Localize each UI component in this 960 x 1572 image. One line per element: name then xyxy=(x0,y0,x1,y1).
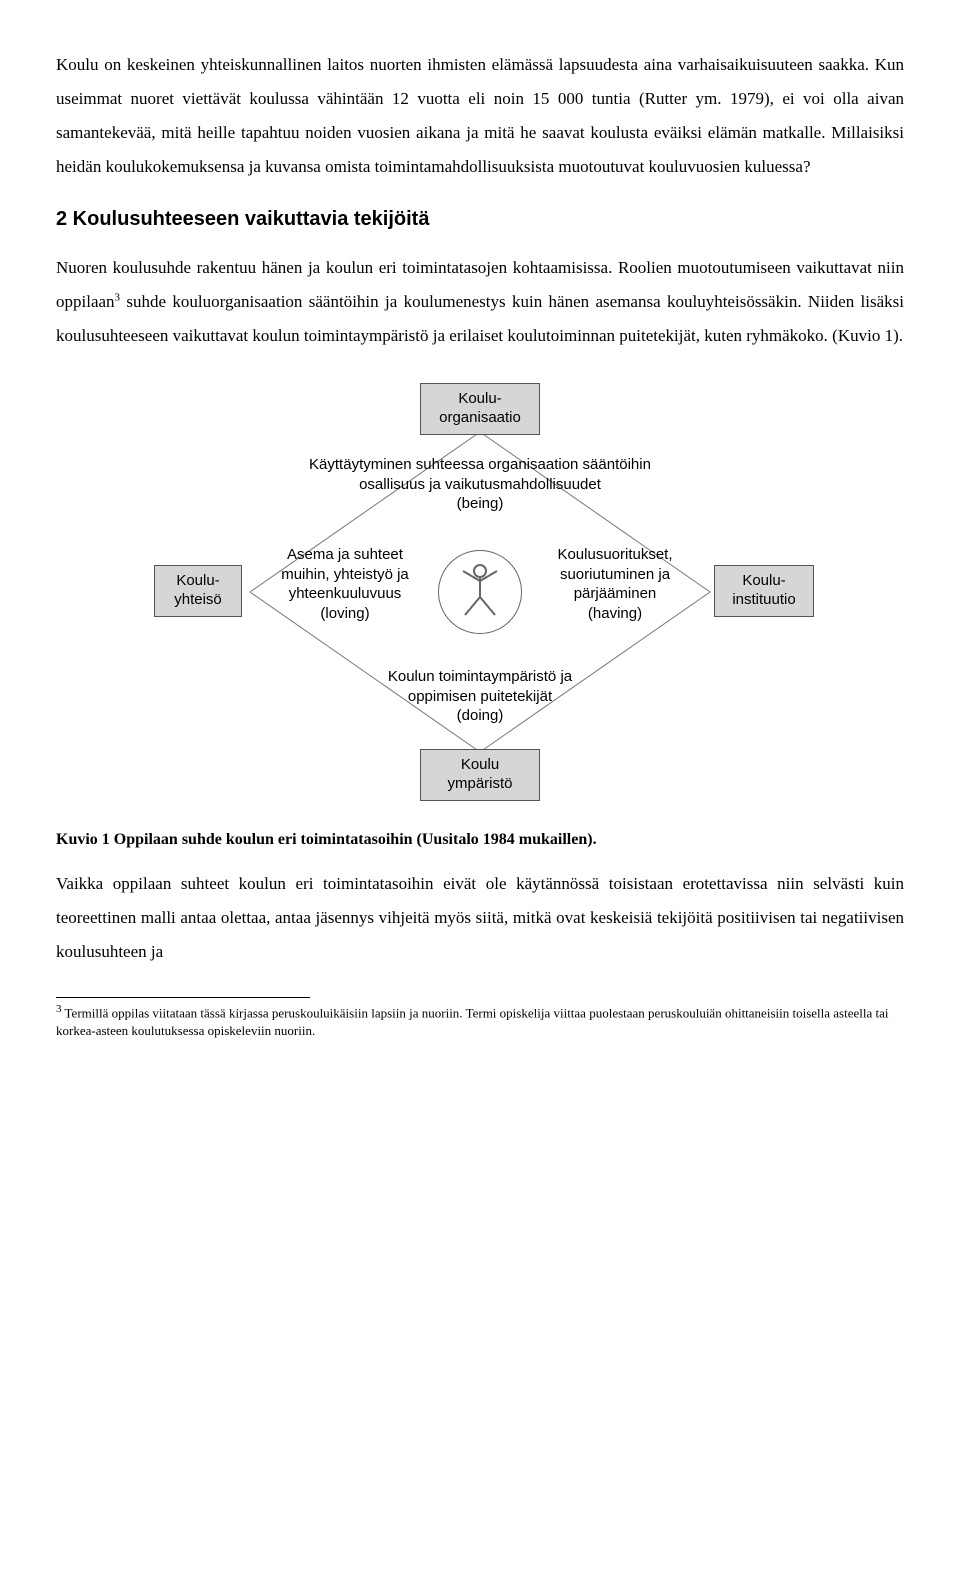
label-left: Asema ja suhteet muihin, yhteistyö ja yh… xyxy=(260,545,430,623)
person-icon xyxy=(455,561,505,627)
figure-caption: Kuvio 1 Oppilaan suhde koulun eri toimin… xyxy=(56,831,904,849)
box-left-text: Koulu- yhteisö xyxy=(174,572,222,608)
label-right-text: Koulusuoritukset, suoriutuminen ja pärjä… xyxy=(557,546,672,622)
box-top: Koulu- organisaatio xyxy=(420,383,540,435)
label-right: Koulusuoritukset, suoriutuminen ja pärjä… xyxy=(530,545,700,623)
label-bottom: Koulun toimintaympäristö ja oppimisen pu… xyxy=(360,667,600,726)
paragraph-2b: suhde kouluorganisaation sääntöihin ja k… xyxy=(56,292,904,345)
label-top: Käyttäytyminen suhteessa organisaation s… xyxy=(270,455,690,514)
box-right: Koulu- instituutio xyxy=(714,565,814,617)
label-bottom-text: Koulun toimintaympäristö ja oppimisen pu… xyxy=(388,668,572,724)
box-left: Koulu- yhteisö xyxy=(154,565,242,617)
box-right-text: Koulu- instituutio xyxy=(732,572,795,608)
box-top-text: Koulu- organisaatio xyxy=(439,390,521,426)
footnote-3-text: Termillä oppilas viitataan tässä kirjass… xyxy=(56,1005,889,1038)
label-top-text: Käyttäytyminen suhteessa organisaation s… xyxy=(309,456,651,512)
box-bottom-text: Koulu ympäristö xyxy=(447,756,512,792)
diagram-koulusuhde: Koulu- organisaatio Koulu- yhteisö Koulu… xyxy=(120,377,840,807)
paragraph-2: Nuoren koulusuhde rakentuu hänen ja koul… xyxy=(56,251,904,353)
paragraph-1: Koulu on keskeinen yhteiskunnallinen lai… xyxy=(56,48,904,184)
section-heading: 2 Koulusuhteeseen vaikuttavia tekijöitä xyxy=(56,208,904,231)
label-left-text: Asema ja suhteet muihin, yhteistyö ja yh… xyxy=(281,546,409,622)
footnote-3: 3 Termillä oppilas viitataan tässä kirja… xyxy=(56,1002,904,1039)
box-bottom: Koulu ympäristö xyxy=(420,749,540,801)
paragraph-3: Vaikka oppilaan suhteet koulun eri toimi… xyxy=(56,867,904,969)
